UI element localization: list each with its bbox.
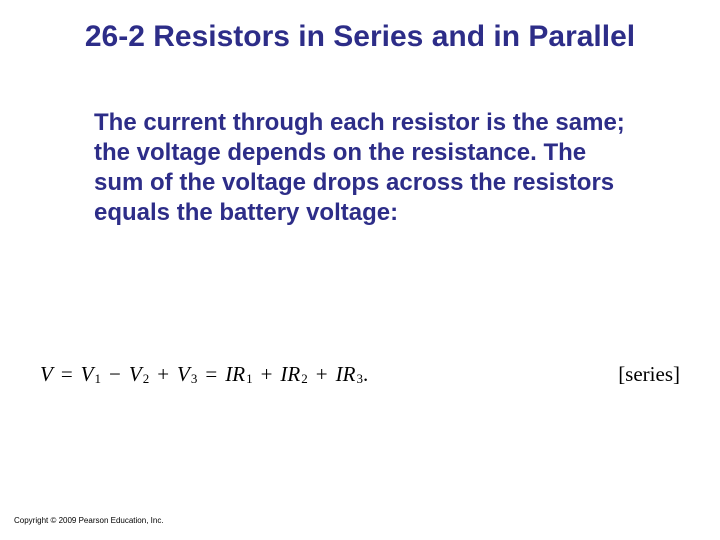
title-text: 26-2 Resistors in Series and in Parallel: [85, 20, 635, 53]
eq-rsub-3: 3: [356, 371, 363, 387]
eq-R2: R: [287, 362, 300, 387]
slide-title: 26-2 Resistors in Series and in Parallel: [36, 18, 684, 56]
eq-R1: R: [232, 362, 245, 387]
eq-plus-2: +: [253, 362, 281, 387]
eq-dot: .: [363, 362, 368, 387]
eq-sub-3: 3: [191, 371, 198, 387]
equation-label: [series]: [618, 362, 680, 387]
eq-minus: −: [101, 362, 129, 387]
body-paragraph: The current through each resistor is the…: [36, 108, 684, 228]
equation: V = V1 − V2 + V3 = IR1 + IR2 + IR3 .: [40, 362, 368, 387]
eq-V: V: [40, 362, 53, 387]
eq-plus-3: +: [308, 362, 336, 387]
eq-sub-1: 1: [95, 371, 102, 387]
slide: 26-2 Resistors in Series and in Parallel…: [0, 0, 720, 540]
eq-I3: I: [336, 362, 343, 387]
eq-sub-2: 2: [143, 371, 150, 387]
eq-rsub-2: 2: [301, 371, 308, 387]
eq-rsub-1: 1: [246, 371, 253, 387]
eq-equals-2: =: [197, 362, 225, 387]
copyright-text: Copyright © 2009 Pearson Education, Inc.: [14, 516, 164, 525]
eq-R3: R: [343, 362, 356, 387]
body-text: The current through each resistor is the…: [94, 109, 625, 226]
eq-V3: V: [177, 362, 190, 387]
eq-equals-1: =: [53, 362, 81, 387]
eq-V1: V: [81, 362, 94, 387]
equation-main: V = V1 − V2 + V3 = IR1 + IR2 + IR3 .: [40, 362, 368, 387]
eq-plus-1: +: [149, 362, 177, 387]
eq-V2: V: [129, 362, 142, 387]
